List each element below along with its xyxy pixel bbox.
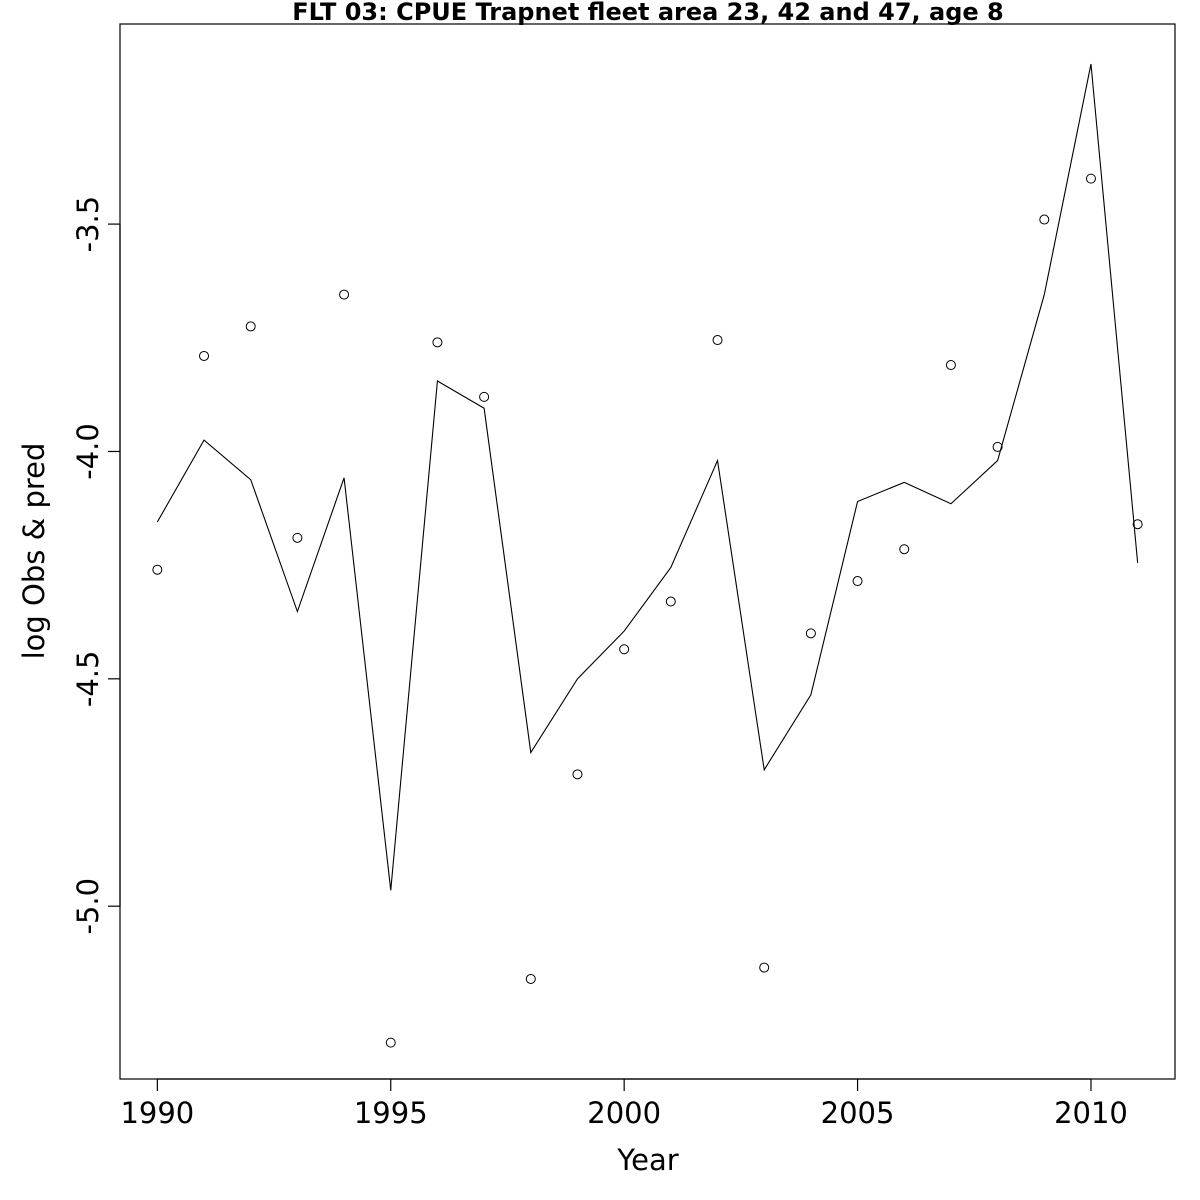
- observed-point: [665, 596, 676, 607]
- series-layer: [152, 63, 1143, 1048]
- observed-point: [385, 1037, 396, 1048]
- x-tick-label: 1995: [354, 1096, 428, 1130]
- observed-point: [245, 321, 256, 332]
- observed-point: [1085, 173, 1096, 184]
- observed-point: [805, 628, 816, 639]
- x-tick-label: 2005: [821, 1096, 895, 1130]
- observed-point: [572, 769, 583, 780]
- observed-point: [479, 391, 490, 402]
- observed-point: [339, 289, 350, 300]
- y-tick-label: -4.5: [71, 651, 105, 708]
- y-axis-label: log Obs & pred: [17, 443, 51, 660]
- observed-point: [759, 962, 770, 973]
- x-tick-label: 1990: [120, 1096, 194, 1130]
- y-axis: -5.0 -4.5 -4.0 -3.5: [71, 196, 121, 935]
- y-tick-label: -4.0: [71, 423, 105, 480]
- observed-point: [525, 973, 536, 984]
- observed-point: [1039, 214, 1050, 225]
- y-tick-label: -3.5: [71, 196, 105, 253]
- observed-point: [899, 544, 910, 555]
- x-axis-label: Year: [616, 1143, 678, 1177]
- observed-point: [1132, 519, 1143, 530]
- predicted-line: [156, 63, 1139, 891]
- chart-title: FLT 03: CPUE Trapnet fleet area 23, 42 a…: [292, 0, 1003, 26]
- x-axis: 1990 1995 2000 2005 2010: [120, 1078, 1128, 1130]
- y-tick-label: -5.0: [71, 878, 105, 935]
- observed-point: [292, 532, 303, 543]
- observed-point: [992, 441, 1003, 452]
- observed-point: [152, 564, 163, 575]
- plot-frame: [119, 23, 1176, 1080]
- observed-point: [432, 337, 443, 348]
- x-tick-label: 2010: [1054, 1096, 1128, 1130]
- observed-point: [619, 644, 630, 655]
- observed-point: [712, 335, 723, 346]
- observed-point: [945, 360, 956, 371]
- x-tick-label: 2000: [587, 1096, 661, 1130]
- observed-point: [199, 350, 210, 361]
- observed-point: [852, 576, 863, 587]
